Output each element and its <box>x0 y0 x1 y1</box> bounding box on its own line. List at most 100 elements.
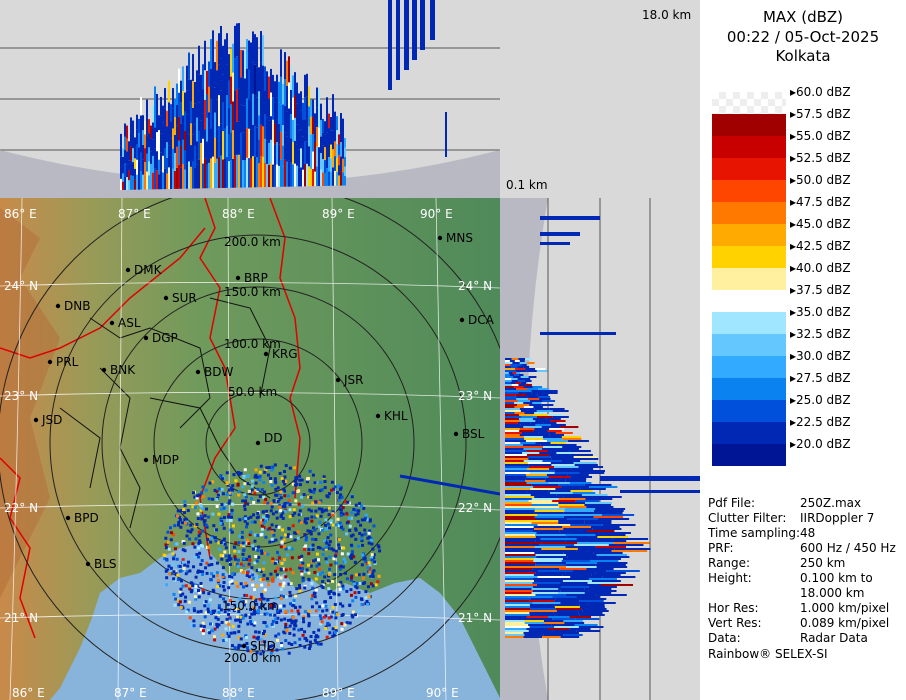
top-echo-segment <box>188 134 190 162</box>
echo-cell <box>223 542 227 546</box>
echo-cell <box>184 517 188 521</box>
top-echo-segment <box>186 65 188 91</box>
echo-cell <box>311 594 315 598</box>
side-echo-segment <box>505 376 513 378</box>
lat-label-23-right: 23° N <box>458 389 492 403</box>
side-echo-segment <box>552 410 569 412</box>
echo-cell <box>323 480 327 484</box>
top-echo-segment <box>212 30 214 62</box>
top-echo-segment <box>334 111 336 127</box>
echo-cell <box>183 500 187 504</box>
echo-cell <box>281 595 285 599</box>
top-echo-segment <box>194 103 196 125</box>
echo-cell <box>181 560 185 564</box>
top-echo-segment <box>156 151 158 171</box>
side-echo-segment <box>536 416 553 418</box>
city-brp: BRP <box>244 271 268 285</box>
echo-streak <box>399 474 500 496</box>
echo-cell <box>221 541 225 545</box>
echo-cell <box>248 616 252 620</box>
echo-cell <box>280 561 284 565</box>
top-echo-segment <box>294 163 296 187</box>
top-echo-segment <box>128 141 130 152</box>
echo-cell <box>254 473 258 477</box>
side-echo-segment <box>526 394 538 396</box>
top-echo-segment <box>246 157 248 188</box>
side-echo-segment <box>505 366 512 368</box>
echo-cell <box>334 613 338 617</box>
side-echo-segment <box>567 474 589 476</box>
echo-cell <box>327 513 331 517</box>
echo-cell <box>186 564 190 568</box>
side-echo-segment <box>573 462 597 464</box>
top-echo-segment <box>236 154 238 188</box>
top-echo-segment <box>288 56 290 83</box>
top-echo-segment <box>162 172 164 190</box>
echo-cell <box>283 558 287 562</box>
side-echo-segment <box>527 468 550 470</box>
top-echo-segment <box>162 139 164 156</box>
echo-cell <box>364 596 368 600</box>
top-echo-segment <box>240 104 242 133</box>
echo-cell <box>251 583 255 587</box>
echo-cell <box>222 639 226 643</box>
top-echo-segment <box>342 145 344 159</box>
echo-cell <box>217 512 221 516</box>
echo-cell <box>320 528 324 532</box>
echo-cell <box>328 540 332 544</box>
top-echo-segment <box>164 168 166 190</box>
echo-cell <box>272 604 276 608</box>
top-echo-segment <box>182 139 184 165</box>
echo-cell <box>270 644 274 648</box>
top-echo-segment <box>338 175 340 186</box>
echo-cell <box>252 623 256 627</box>
echo-cell <box>300 570 304 574</box>
echo-cell <box>264 535 268 539</box>
echo-cell <box>306 476 310 480</box>
side-echo-segment <box>554 604 580 606</box>
top-echo-segment <box>320 169 322 186</box>
legend-row: ▸27.5 dBZ <box>710 371 900 400</box>
side-echo-segment <box>540 538 577 540</box>
echo-cell <box>203 519 207 523</box>
echo-cell <box>197 493 201 497</box>
echo-cell <box>290 609 294 613</box>
echo-cell <box>261 603 265 607</box>
side-echo-segment <box>505 610 531 612</box>
city-krg: KRG <box>272 347 298 361</box>
echo-cell <box>227 634 231 638</box>
echo-cell <box>254 577 258 581</box>
top-echo-segment <box>316 126 318 147</box>
echo-cell <box>221 633 225 637</box>
side-echo-segment <box>612 538 649 540</box>
top-echo-segment <box>188 79 190 107</box>
top-echo-segment <box>174 134 176 153</box>
top-echo-segment <box>150 176 152 190</box>
side-echo-segment <box>547 430 562 432</box>
side-echo-segment <box>558 502 586 504</box>
top-echo-segment <box>126 151 128 165</box>
echo-cell <box>326 546 330 550</box>
echo-cell <box>264 468 268 472</box>
side-echo-segment <box>574 458 599 460</box>
echo-cell <box>236 470 240 474</box>
echo-cell <box>229 631 233 635</box>
echo-cell <box>371 575 375 579</box>
top-echo-segment <box>152 139 154 156</box>
side-echo-segment <box>539 452 557 454</box>
side-echo-segment <box>524 446 544 448</box>
echo-cell <box>307 577 311 581</box>
top-echo-segment <box>196 164 198 189</box>
top-echo-segment <box>198 45 200 75</box>
echo-cell <box>212 574 216 578</box>
echo-cell <box>323 486 327 490</box>
echo-cell <box>178 564 182 568</box>
echo-cell <box>236 618 240 622</box>
top-echo-segment <box>268 142 270 165</box>
echo-cell <box>272 533 276 537</box>
echo-cell <box>253 547 257 551</box>
side-echo-segment <box>505 398 517 400</box>
echo-cell <box>256 534 260 538</box>
echo-cell <box>232 545 236 549</box>
echo-cell <box>198 591 202 595</box>
